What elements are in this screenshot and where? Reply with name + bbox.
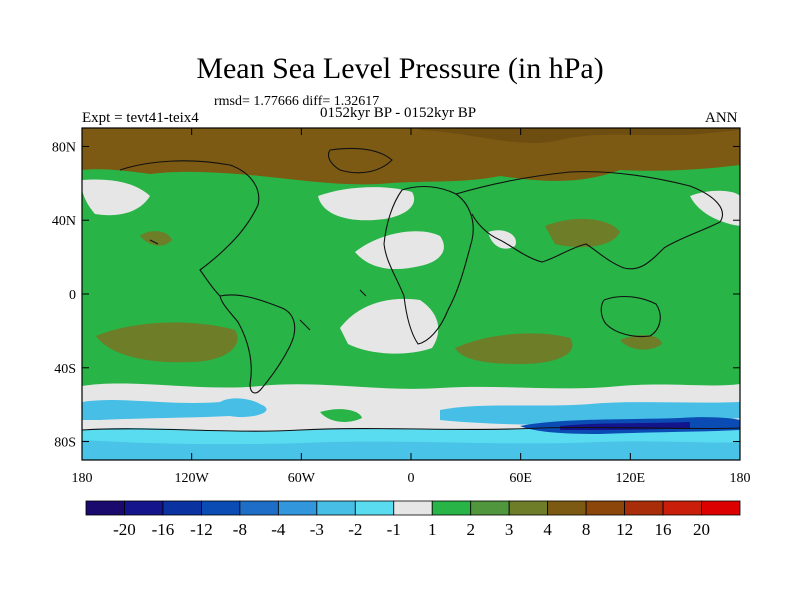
region-southern-cyan-west bbox=[82, 398, 267, 420]
colorbar-swatch bbox=[624, 500, 664, 516]
colorbar-swatch bbox=[354, 500, 395, 516]
colorbar-swatch bbox=[470, 500, 510, 516]
colorbar-label: 3 bbox=[505, 520, 514, 539]
colorbar-swatch bbox=[201, 500, 241, 516]
colorbar-swatch bbox=[162, 500, 202, 516]
region-asia-high bbox=[545, 218, 620, 248]
colorbar-swatch bbox=[508, 500, 549, 516]
colorbar-label: -2 bbox=[348, 520, 362, 539]
colorbar-label: 20 bbox=[693, 520, 710, 539]
colorbar-swatch bbox=[239, 500, 279, 516]
period-label: 0152kyr BP - 0152kyr BP bbox=[320, 105, 477, 121]
colorbar-swatch bbox=[431, 500, 472, 516]
region-sindian-high bbox=[455, 333, 573, 364]
colorbar-label: 4 bbox=[543, 520, 552, 539]
region-npacific-west-low bbox=[690, 190, 740, 226]
region-antarctic-base bbox=[82, 440, 740, 460]
y-tick-label: 80N bbox=[52, 140, 76, 155]
coastlines bbox=[82, 147, 740, 432]
x-tick-label: 120W bbox=[175, 471, 210, 486]
colorbar-label: -12 bbox=[190, 520, 213, 539]
y-tick-label: 0 bbox=[69, 288, 76, 303]
region-arctic-high bbox=[82, 128, 740, 185]
colorbar-label: -4 bbox=[271, 520, 286, 539]
region-south-atlantic-low bbox=[340, 298, 439, 354]
colorbar-swatch bbox=[277, 500, 318, 516]
colorbar-label: 8 bbox=[582, 520, 591, 539]
colorbar-label: -8 bbox=[233, 520, 247, 539]
colorbar-swatch bbox=[316, 500, 356, 516]
colorbar-label: 16 bbox=[655, 520, 672, 539]
region-arctic-core bbox=[420, 128, 740, 144]
x-tick-label: 0 bbox=[408, 471, 415, 486]
colorbar-label: 2 bbox=[466, 520, 475, 539]
region-sahara-low bbox=[355, 231, 444, 270]
x-ticks: 180 120W 60W 0 60E 120E 180 bbox=[72, 128, 751, 486]
colorbar-swatch bbox=[547, 500, 587, 516]
experiment-label: Expt = tevt41-teix4 bbox=[82, 110, 199, 126]
y-ticks: 80N 40N 0 40S 80S bbox=[52, 140, 740, 451]
colorbar-swatch bbox=[85, 500, 125, 516]
colorbar-swatch bbox=[701, 500, 741, 516]
region-atlantic-low bbox=[318, 187, 415, 221]
colorbar-label: -3 bbox=[310, 520, 324, 539]
colorbar-swatch bbox=[585, 500, 625, 516]
x-tick-label: 180 bbox=[72, 471, 93, 486]
colorbar-label: 1 bbox=[428, 520, 437, 539]
x-tick-label: 120E bbox=[616, 471, 646, 486]
x-tick-label: 60W bbox=[288, 471, 316, 486]
x-tick-label: 180 bbox=[730, 471, 751, 486]
stats-text: rmsd= 1.77666 diff= 1.32617 bbox=[214, 94, 380, 109]
chart-title: Mean Sea Level Pressure (in hPa) bbox=[196, 52, 604, 85]
colorbar-label: 12 bbox=[616, 520, 633, 539]
season-label: ANN bbox=[705, 110, 738, 126]
pressure-field bbox=[82, 128, 740, 460]
colorbar: -20 -16 -12 -8 -4 -3 -2 -1 1 2 3 4 8 12 16 20 bbox=[85, 500, 741, 539]
region-pacific-east-low bbox=[82, 179, 150, 216]
colorbar-swatch bbox=[662, 500, 702, 516]
y-tick-label: 40N bbox=[52, 214, 76, 229]
x-tick-label: 60E bbox=[509, 471, 532, 486]
region-spacific-high bbox=[96, 322, 238, 363]
colorbar-label: -16 bbox=[152, 520, 175, 539]
colorbar-label: -20 bbox=[113, 520, 136, 539]
region-southern-green-spot bbox=[320, 409, 362, 422]
region-tasman-spot bbox=[620, 335, 662, 350]
y-tick-label: 40S bbox=[54, 362, 76, 377]
region-npacific-spot bbox=[140, 231, 172, 246]
colorbar-label: -1 bbox=[387, 520, 401, 539]
y-tick-label: 80S bbox=[54, 436, 76, 451]
colorbar-swatch bbox=[124, 500, 164, 516]
region-arabia-low bbox=[488, 230, 516, 249]
colorbar-swatch bbox=[393, 500, 433, 516]
